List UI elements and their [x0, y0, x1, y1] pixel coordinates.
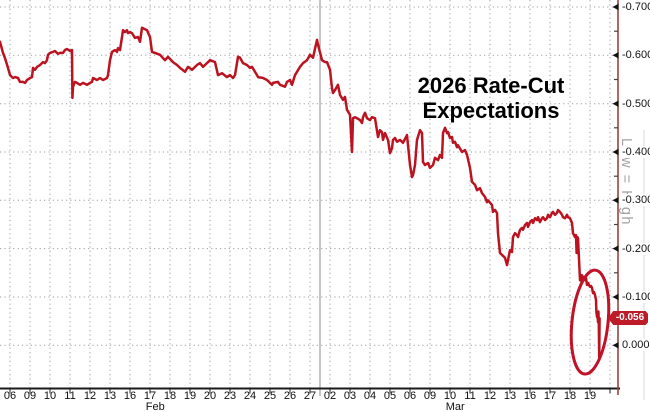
x-tick-label: 16	[123, 390, 137, 402]
x-tick-label: 25	[263, 390, 277, 402]
x-tick-label: 17	[543, 390, 557, 402]
y-major-marker	[612, 342, 619, 349]
x-tick-label: 17	[143, 390, 157, 402]
x-tick-label: 18	[563, 390, 577, 402]
chart-title-line2: Expectations	[422, 98, 560, 123]
x-tick-label: 23	[223, 390, 237, 402]
x-tick-label: 09	[423, 390, 437, 402]
y-tick-label: -0.400	[621, 145, 650, 158]
x-tick-label: 12	[483, 390, 497, 402]
month-label: Mar 2026	[445, 401, 465, 412]
x-tick-label: 02	[323, 390, 337, 402]
x-tick-label: 27	[303, 390, 317, 402]
y-tick-label: -0.600	[621, 49, 650, 62]
y-major-marker	[612, 100, 619, 107]
x-tick-label: 13	[503, 390, 517, 402]
y-tick-label: 0.000	[621, 339, 650, 352]
x-tick-label: 19	[183, 390, 197, 402]
x-tick-label: 06	[403, 390, 417, 402]
chart-title-line1: 2026 Rate-Cut	[417, 73, 565, 98]
x-tick-label: 05	[383, 390, 397, 402]
y-tick-label: -0.200	[621, 242, 650, 255]
last-price-badge: -0.056	[608, 311, 648, 325]
x-tick-label: 11	[464, 390, 476, 402]
x-tick-label: 12	[83, 390, 97, 402]
y-major-marker	[612, 197, 619, 204]
x-tick-label: 19	[583, 390, 597, 402]
x-tick-label: 10	[443, 390, 457, 402]
x-tick-label: 09	[23, 390, 37, 402]
y-major-marker	[612, 52, 619, 59]
y-tick-label: -0.700	[621, 1, 650, 13]
y-major-marker	[612, 245, 619, 252]
x-tick-label: 06	[3, 390, 17, 402]
y-tick-label: -0.300	[621, 194, 650, 207]
chart-title: 2026 Rate-Cut Expectations	[316, 73, 650, 123]
y-tick-label: -0.500	[621, 97, 650, 110]
price-line	[0, 26, 601, 359]
x-tick-label: 11	[64, 390, 76, 402]
x-tick-label: 18	[163, 390, 177, 402]
y-major-marker	[612, 293, 619, 301]
y-tick-label: -0.100	[621, 290, 650, 303]
y-major-marker	[612, 148, 619, 156]
x-tick-label: 10	[43, 390, 57, 402]
x-tick-label: 03	[343, 390, 357, 402]
x-tick-label: 20	[203, 390, 217, 402]
x-tick-label: 24	[243, 390, 257, 402]
y-major-marker	[612, 3, 619, 11]
x-tick-label: 26	[283, 390, 297, 402]
x-tick-label: 13	[103, 390, 117, 402]
x-tick-label: 04	[363, 390, 377, 402]
month-label: Feb 2026	[145, 401, 165, 412]
annotation-ellipse	[569, 268, 611, 376]
x-tick-label: 16	[523, 390, 537, 402]
